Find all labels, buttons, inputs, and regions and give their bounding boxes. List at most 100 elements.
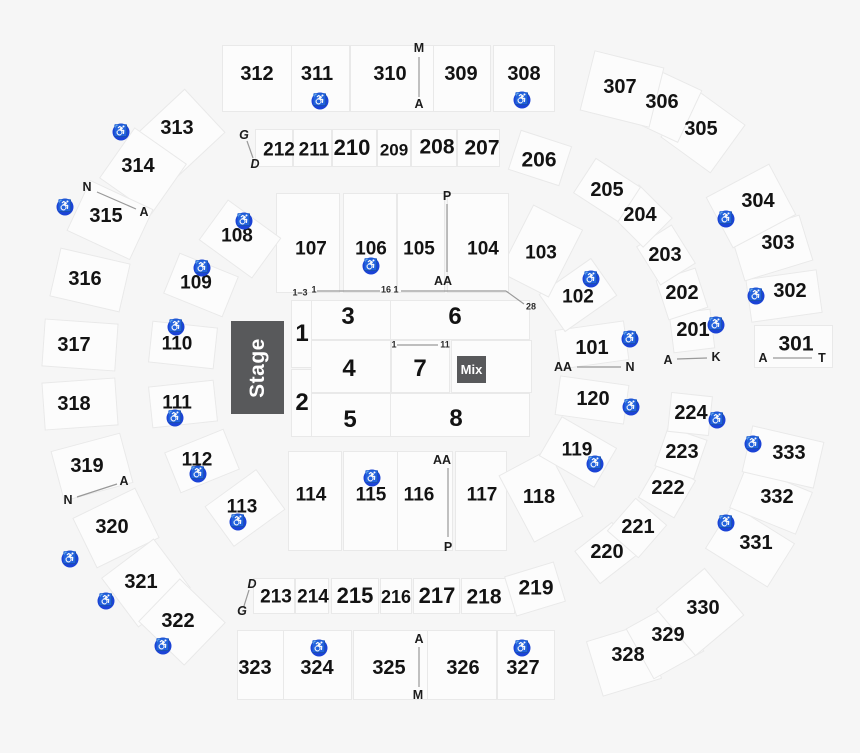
section-box-114[interactable]: [288, 451, 342, 551]
wheelchair-icon[interactable]: ♿: [362, 257, 380, 275]
section-label-306[interactable]: 306: [645, 91, 679, 113]
section-label-333[interactable]: 333: [772, 442, 806, 464]
section-label-206[interactable]: 206: [521, 148, 557, 172]
section-box-310[interactable]: [350, 44, 434, 112]
wheelchair-icon[interactable]: ♿: [154, 637, 172, 655]
section-label-224[interactable]: 224: [674, 402, 708, 424]
section-label-113[interactable]: 113: [226, 496, 258, 518]
section-label-205[interactable]: 205: [590, 179, 624, 201]
section-label-325[interactable]: 325: [372, 657, 406, 679]
section-label-105[interactable]: 105: [403, 238, 435, 260]
section-label-331[interactable]: 331: [739, 532, 773, 554]
wheelchair-icon[interactable]: ♿: [707, 316, 725, 334]
section-box-216[interactable]: [380, 578, 412, 614]
section-label-118[interactable]: 118: [522, 486, 556, 508]
section-box-210[interactable]: [331, 129, 377, 167]
section-label-213[interactable]: 213: [260, 586, 292, 608]
section-label-104[interactable]: 104: [467, 238, 499, 260]
wheelchair-icon[interactable]: ♿: [193, 259, 211, 277]
section-label-323[interactable]: 323: [238, 657, 272, 679]
section-label-110[interactable]: 110: [161, 333, 193, 355]
wheelchair-icon[interactable]: ♿: [56, 198, 74, 216]
section-label-330[interactable]: 330: [686, 597, 720, 619]
section-label-202[interactable]: 202: [665, 282, 699, 304]
section-label-103[interactable]: 103: [525, 242, 557, 264]
section-label-119[interactable]: 119: [561, 439, 593, 461]
section-label-307[interactable]: 307: [603, 76, 637, 98]
section-label-317[interactable]: 317: [57, 334, 91, 356]
section-label-315[interactable]: 315: [89, 205, 123, 227]
wheelchair-icon[interactable]: ♿: [112, 123, 130, 141]
section-label-2[interactable]: 2: [295, 389, 309, 416]
section-label-211[interactable]: 211: [298, 139, 330, 161]
section-label-304[interactable]: 304: [741, 190, 775, 212]
section-box-213[interactable]: [253, 578, 295, 614]
section-label-303[interactable]: 303: [761, 232, 795, 254]
section-box-8[interactable]: [390, 393, 530, 437]
section-label-327[interactable]: 327: [506, 657, 540, 679]
section-label-302[interactable]: 302: [773, 280, 807, 302]
section-box-325[interactable]: [352, 630, 428, 700]
section-label-204[interactable]: 204: [623, 204, 657, 226]
section-label-320[interactable]: 320: [95, 516, 129, 538]
section-label-112[interactable]: 112: [181, 449, 213, 471]
section-label-301[interactable]: 301: [778, 332, 814, 356]
section-label-212[interactable]: 212: [263, 139, 295, 161]
section-box-214[interactable]: [295, 578, 329, 614]
section-label-107[interactable]: 107: [295, 238, 327, 260]
section-label-207[interactable]: 207: [464, 136, 500, 160]
section-label-114[interactable]: 114: [295, 484, 327, 506]
section-box-5[interactable]: [311, 393, 391, 437]
section-label-8[interactable]: 8: [449, 405, 463, 432]
section-label-329[interactable]: 329: [651, 624, 685, 646]
section-box-324[interactable]: [282, 630, 352, 700]
section-box-308[interactable]: [493, 44, 555, 112]
section-label-3[interactable]: 3: [341, 303, 355, 330]
section-label-332[interactable]: 332: [760, 486, 794, 508]
section-label-210[interactable]: 210: [333, 135, 371, 160]
section-box-106[interactable]: [343, 193, 397, 293]
section-box-209[interactable]: [377, 129, 411, 167]
wheelchair-icon[interactable]: ♿: [621, 330, 639, 348]
section-label-117[interactable]: 117: [466, 484, 498, 506]
wheelchair-icon[interactable]: ♿: [61, 550, 79, 568]
section-label-106[interactable]: 106: [355, 238, 387, 260]
wheelchair-icon[interactable]: ♿: [582, 270, 600, 288]
wheelchair-icon[interactable]: ♿: [622, 398, 640, 416]
section-label-316[interactable]: 316: [68, 268, 102, 290]
section-label-221[interactable]: 221: [621, 516, 655, 538]
section-label-1[interactable]: 1: [295, 320, 309, 347]
section-label-209[interactable]: 209: [379, 140, 409, 160]
section-label-6[interactable]: 6: [448, 303, 462, 330]
section-label-309[interactable]: 309: [444, 63, 478, 85]
section-label-102[interactable]: 102: [562, 286, 594, 308]
section-label-217[interactable]: 217: [418, 583, 456, 608]
section-label-214[interactable]: 214: [297, 586, 329, 608]
wheelchair-icon[interactable]: ♿: [229, 513, 247, 531]
wheelchair-icon[interactable]: ♿: [717, 210, 735, 228]
section-label-108[interactable]: 108: [221, 225, 253, 247]
wheelchair-icon[interactable]: ♿: [189, 465, 207, 483]
section-label-308[interactable]: 308: [507, 63, 541, 85]
section-label-116[interactable]: 116: [403, 484, 435, 506]
wheelchair-icon[interactable]: ♿: [513, 639, 531, 657]
section-label-208[interactable]: 208: [419, 135, 455, 159]
wheelchair-icon[interactable]: ♿: [167, 318, 185, 336]
section-box-211[interactable]: [292, 129, 332, 167]
section-label-223[interactable]: 223: [665, 441, 699, 463]
section-label-305[interactable]: 305: [684, 118, 718, 140]
section-box-215[interactable]: [331, 578, 379, 614]
section-label-314[interactable]: 314: [121, 155, 155, 177]
section-box-117[interactable]: [455, 451, 507, 551]
wheelchair-icon[interactable]: ♿: [513, 91, 531, 109]
section-box-218[interactable]: [461, 578, 515, 614]
wheelchair-icon[interactable]: ♿: [747, 287, 765, 305]
wheelchair-icon[interactable]: ♿: [311, 92, 329, 110]
section-label-215[interactable]: 215: [336, 583, 374, 608]
section-label-101[interactable]: 101: [575, 337, 609, 359]
section-label-7[interactable]: 7: [413, 355, 427, 382]
section-label-318[interactable]: 318: [57, 393, 91, 415]
section-box-116[interactable]: [397, 451, 453, 551]
section-box-7[interactable]: [390, 339, 450, 393]
wheelchair-icon[interactable]: ♿: [717, 514, 735, 532]
